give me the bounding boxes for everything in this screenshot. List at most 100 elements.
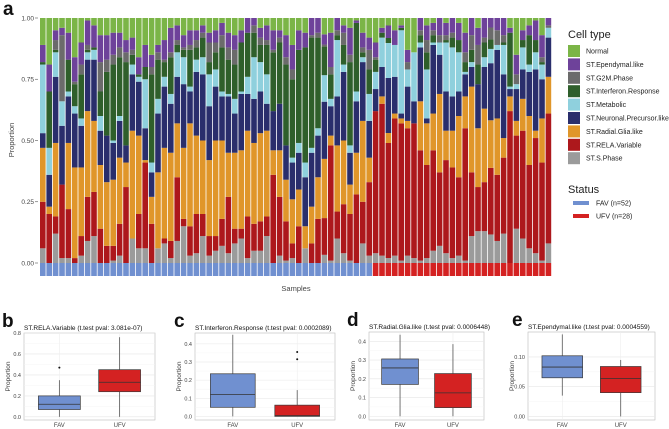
status-bar-fav — [180, 263, 187, 276]
legend-label: ST.Metabolic — [586, 102, 627, 109]
bar-segment-st-radial-glia-like — [430, 113, 436, 151]
bar-segment-st-s-phase — [321, 254, 328, 263]
bar-segment-st-s-phase — [59, 258, 65, 263]
legend-label: ST.Interferon.Response — [586, 89, 660, 96]
status-bar-fav — [225, 263, 232, 276]
bar-segment-st-s-phase — [462, 260, 468, 263]
bar-segment-normal — [328, 18, 334, 33]
bar-segment-st-radial-glia-like — [340, 140, 347, 205]
bar-segment-st-rela-variable — [411, 123, 417, 259]
bar-segment-st-rela-variable — [136, 214, 142, 249]
y-tick-label: 0.0 — [13, 415, 21, 421]
bar-segment-st-ependymal-like — [270, 30, 276, 50]
bar-segment-st-radial-glia-like — [379, 96, 385, 104]
bar-segment-st-metabolic — [225, 93, 232, 97]
bar-segment-st-interferon-response — [360, 52, 366, 58]
bar-segment-st-radial-glia-like — [232, 152, 238, 229]
status-bar-fav — [366, 263, 372, 276]
bar-segment-st-interferon-response — [328, 74, 334, 99]
bar-segment-st-radial-glia-like — [187, 123, 193, 227]
bar-segment-st-ependymal-like — [404, 49, 411, 63]
bar-segment-st-ependymal-like — [302, 32, 308, 48]
bar-segment-normal — [180, 18, 187, 36]
status-bar-fav — [46, 263, 52, 276]
bar-segment-st-g2m-phase — [315, 32, 321, 38]
status-bar-fav — [78, 263, 84, 276]
bar-segment-st-interferon-response — [129, 54, 136, 65]
bar-segment-st-neuronal-precursor-like — [545, 37, 552, 77]
legend-label: ST.RELA.Variable — [586, 142, 642, 149]
y-tick-label: 0.00 — [21, 260, 34, 267]
bar-segment-st-rela-variable — [507, 111, 513, 263]
bar-segment-st-s-phase — [244, 258, 251, 263]
status-bar-fav — [110, 263, 116, 276]
bar-segment-st-g2m-phase — [206, 42, 212, 63]
bar-segment-st-neuronal-precursor-like — [72, 113, 78, 168]
bar-segment-st-g2m-phase — [347, 54, 353, 63]
status-bar-fav — [302, 263, 308, 276]
bar-segment-st-radial-glia-like — [123, 162, 129, 188]
box-fav — [381, 358, 419, 385]
y-tick-label: 0.0 — [184, 414, 192, 420]
bar-segment-normal — [276, 18, 283, 31]
bar-segment-st-radial-glia-like — [500, 138, 507, 158]
bar-segment-st-rela-variable — [392, 118, 398, 256]
bar-segment-st-neuronal-precursor-like — [40, 133, 46, 148]
bar-segment-st-neuronal-precursor-like — [232, 113, 238, 153]
status-bar-ufv — [424, 263, 430, 276]
bar-segment-st-interferon-response — [347, 62, 353, 146]
bar-segment-st-g2m-phase — [424, 40, 430, 53]
bar-segment-st-interferon-response — [40, 62, 46, 65]
bar-segment-st-radial-glia-like — [219, 140, 225, 219]
bar-segment-st-radial-glia-like — [84, 111, 91, 197]
status-bar-ufv — [398, 263, 404, 276]
bar-segment-st-g2m-phase — [219, 35, 225, 48]
status-bar-fav — [315, 263, 321, 276]
bar-segment-normal — [257, 18, 264, 28]
legend-swatch — [568, 58, 580, 71]
bar-segment-st-rela-variable — [193, 214, 200, 254]
legend-swatch — [568, 112, 580, 124]
status-bar-fav — [244, 263, 251, 276]
bar-segment-normal — [40, 18, 46, 45]
bar-segment-st-interferon-response — [283, 64, 289, 146]
bar-segment-st-metabolic — [404, 69, 411, 87]
bar-segment-st-radial-glia-like — [539, 118, 545, 163]
bar-segment-st-g2m-phase — [360, 47, 366, 53]
bar-segment-st-rela-variable — [257, 221, 264, 251]
bar-segment-st-g2m-phase — [334, 30, 340, 36]
bar-segment-st-g2m-phase — [488, 27, 494, 40]
bar-segment-st-rela-variable — [328, 145, 334, 261]
status-bar-fav — [91, 263, 97, 276]
status-bar-ufv — [532, 263, 539, 276]
bar-segment-st-radial-glia-like — [161, 147, 168, 239]
bar-segment-st-radial-glia-like — [366, 157, 372, 183]
bar-segment-st-interferon-response — [65, 59, 72, 92]
bar-segment-st-radial-glia-like — [308, 206, 315, 244]
status-bar-fav — [251, 263, 257, 276]
bar-segment-st-neuronal-precursor-like — [174, 76, 180, 124]
bar-segment-normal — [353, 18, 360, 21]
bar-segment-st-g2m-phase — [270, 49, 276, 53]
bar-segment-st-interferon-response — [468, 49, 475, 63]
bar-segment-st-ependymal-like — [398, 25, 404, 28]
bar-segment-st-ependymal-like — [161, 40, 168, 60]
bar-segment-normal — [456, 18, 462, 23]
bar-segment-st-rela-variable — [475, 187, 481, 232]
status-bar-ufv — [449, 263, 456, 276]
bar-segment-st-metabolic — [430, 42, 436, 45]
bar-segment-st-g2m-phase — [366, 49, 372, 70]
bar-segment-st-ependymal-like — [225, 32, 232, 48]
bar-segment-st-s-phase — [340, 253, 347, 263]
bar-segment-st-metabolic — [520, 47, 526, 70]
bar-segment-st-metabolic — [200, 57, 206, 75]
bar-segment-st-s-phase — [360, 243, 366, 263]
bar-segment-st-g2m-phase — [180, 47, 187, 50]
status-bar-fav — [206, 263, 212, 276]
bar-segment-st-neuronal-precursor-like — [404, 86, 411, 121]
status-bar-fav — [283, 263, 289, 276]
bar-segment-st-rela-variable — [430, 150, 436, 251]
bar-segment-st-metabolic — [78, 118, 84, 126]
bar-segment-st-rela-variable — [91, 191, 97, 237]
bar-segment-st-ependymal-like — [84, 20, 91, 45]
